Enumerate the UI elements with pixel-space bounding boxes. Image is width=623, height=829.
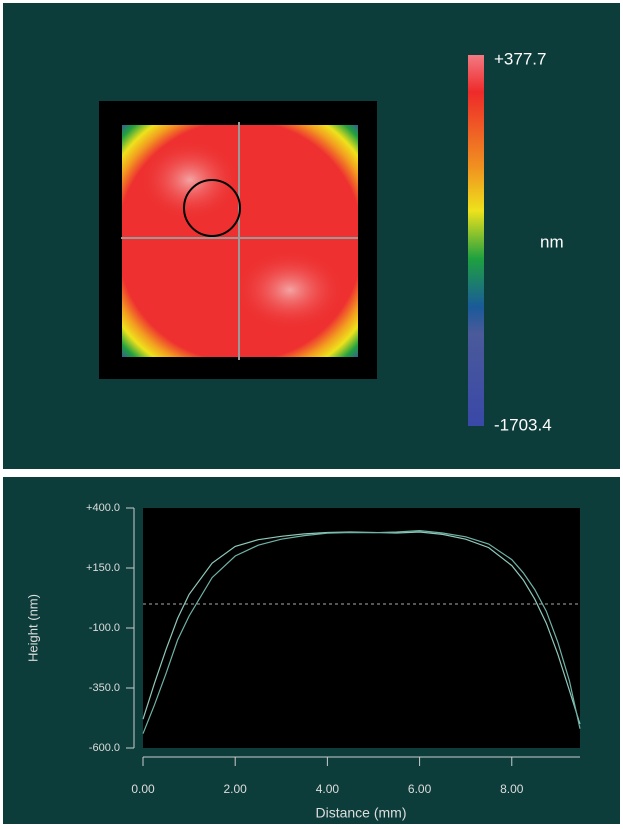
colorbar-max: +377.7 [494, 49, 546, 68]
heatmap-highlight [235, 250, 345, 330]
data-line [142, 529, 581, 734]
y-axis-label: Height (nm) [25, 594, 40, 662]
x-tick-label: 8.00 [500, 782, 524, 796]
y-tick-label: +400.0 [86, 502, 120, 514]
colorbar-unit: nm [540, 232, 564, 251]
x-tick-label: 2.00 [224, 782, 248, 796]
y-tick-label: -100.0 [89, 622, 120, 634]
colorbar-min: -1703.4 [494, 415, 552, 434]
x-tick-label: 0.00 [131, 782, 155, 796]
y-tick-label: -350.0 [89, 682, 120, 694]
x-tick-label: 6.00 [408, 782, 432, 796]
y-tick-label: -600.0 [89, 742, 120, 754]
x-axis-label: Distance (mm) [315, 805, 406, 821]
plot-area [143, 508, 580, 748]
colorbar [468, 55, 484, 426]
selection-circle [183, 179, 241, 237]
heatmap-highlight [140, 140, 240, 220]
x-tick-label: 4.00 [316, 782, 340, 796]
y-tick-label: +150.0 [86, 562, 120, 574]
